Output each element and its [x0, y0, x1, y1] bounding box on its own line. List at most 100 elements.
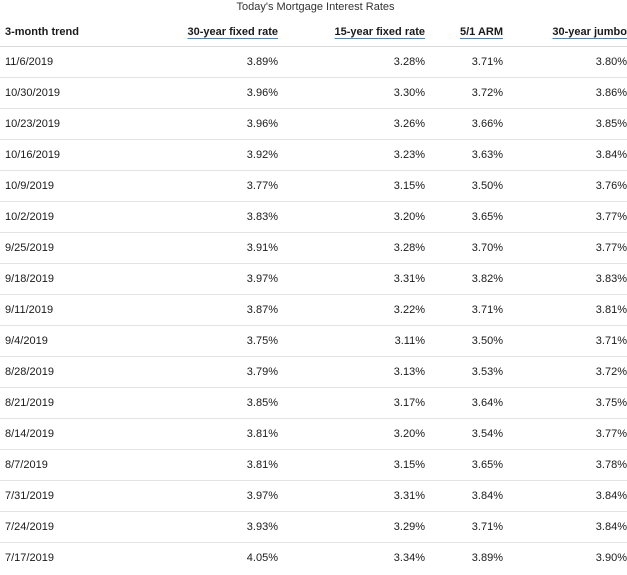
column-header-label: 5/1 ARM	[460, 26, 503, 38]
cell-30-year-jumbo: 3.80%	[503, 46, 627, 78]
cell-5-1-arm: 3.50%	[425, 325, 503, 357]
column-header-30-year-jumbo[interactable]: 30-year jumbo	[503, 18, 627, 47]
cell-15-year-fixed: 3.31%	[278, 480, 425, 512]
cell-30-year-fixed: 3.91%	[115, 232, 278, 264]
table-row: 8/7/2019 3.81% 3.15% 3.65% 3.78%	[0, 449, 627, 481]
column-header-5-1-arm[interactable]: 5/1 ARM	[425, 18, 503, 47]
cell-15-year-fixed: 3.31%	[278, 263, 425, 295]
cell-15-year-fixed: 3.20%	[278, 418, 425, 450]
cell-30-year-jumbo: 3.77%	[503, 418, 627, 450]
cell-30-year-fixed: 3.96%	[115, 77, 278, 109]
table-row: 9/4/2019 3.75% 3.11% 3.50% 3.71%	[0, 325, 627, 357]
table-row: 10/16/2019 3.92% 3.23% 3.63% 3.84%	[0, 139, 627, 171]
table-row: 9/25/2019 3.91% 3.28% 3.70% 3.77%	[0, 232, 627, 264]
cell-date: 10/9/2019	[0, 170, 115, 202]
cell-30-year-fixed: 3.97%	[115, 263, 278, 295]
cell-15-year-fixed: 3.17%	[278, 387, 425, 419]
cell-30-year-fixed: 3.92%	[115, 139, 278, 171]
cell-30-year-jumbo: 3.86%	[503, 77, 627, 109]
cell-5-1-arm: 3.71%	[425, 511, 503, 543]
cell-30-year-fixed: 3.97%	[115, 480, 278, 512]
cell-date: 10/2/2019	[0, 201, 115, 233]
cell-5-1-arm: 3.71%	[425, 46, 503, 78]
cell-15-year-fixed: 3.15%	[278, 170, 425, 202]
cell-date: 9/18/2019	[0, 263, 115, 295]
cell-date: 10/30/2019	[0, 77, 115, 109]
table-row: 10/23/2019 3.96% 3.26% 3.66% 3.85%	[0, 108, 627, 140]
cell-date: 8/14/2019	[0, 418, 115, 450]
cell-30-year-jumbo: 3.78%	[503, 449, 627, 481]
table-row: 7/17/2019 4.05% 3.34% 3.89% 3.90%	[0, 543, 627, 574]
cell-30-year-jumbo: 3.84%	[503, 511, 627, 543]
table-row: 7/31/2019 3.97% 3.31% 3.84% 3.84%	[0, 480, 627, 512]
cell-5-1-arm: 3.66%	[425, 108, 503, 140]
column-header-label: 30-year fixed rate	[187, 26, 279, 38]
cell-15-year-fixed: 3.28%	[278, 46, 425, 78]
cell-date: 7/17/2019	[5, 552, 54, 564]
cell-30-year-jumbo: 3.90%	[595, 552, 627, 564]
cell-30-year-jumbo: 3.77%	[503, 201, 627, 233]
cell-15-year-fixed: 3.30%	[278, 77, 425, 109]
cell-15-year-fixed: 3.15%	[278, 449, 425, 481]
cell-5-1-arm: 3.65%	[425, 449, 503, 481]
table-row: 9/11/2019 3.87% 3.22% 3.71% 3.81%	[0, 294, 627, 326]
cell-date: 9/11/2019	[0, 294, 115, 326]
cell-30-year-fixed: 3.87%	[115, 294, 278, 326]
header-row: 3-month trend 30-year fixed rate 15-year…	[0, 18, 627, 47]
cell-date: 8/7/2019	[0, 449, 115, 481]
cell-30-year-jumbo: 3.84%	[503, 139, 627, 171]
cell-15-year-fixed: 3.20%	[278, 201, 425, 233]
cell-15-year-fixed: 3.23%	[278, 139, 425, 171]
cell-date: 9/4/2019	[0, 325, 115, 357]
table-caption: Today's Mortgage Interest Rates	[236, 1, 395, 13]
cell-5-1-arm: 3.63%	[425, 139, 503, 171]
cell-30-year-jumbo: 3.81%	[503, 294, 627, 326]
cell-30-year-jumbo: 3.71%	[503, 325, 627, 357]
table-row: 8/14/2019 3.81% 3.20% 3.54% 3.77%	[0, 418, 627, 450]
cell-5-1-arm: 3.84%	[425, 480, 503, 512]
cell-15-year-fixed: 3.34%	[393, 552, 425, 564]
cell-30-year-jumbo: 3.72%	[503, 356, 627, 388]
cell-30-year-fixed: 3.81%	[115, 449, 278, 481]
cell-date: 8/21/2019	[0, 387, 115, 419]
table-row: 11/6/2019 3.89% 3.28% 3.71% 3.80%	[0, 46, 627, 78]
cell-30-year-fixed: 3.96%	[115, 108, 278, 140]
table-header: 3-month trend 30-year fixed rate 15-year…	[0, 18, 627, 47]
cell-30-year-jumbo: 3.85%	[503, 108, 627, 140]
cell-30-year-fixed: 4.05%	[246, 552, 278, 564]
table-row: 9/18/2019 3.97% 3.31% 3.82% 3.83%	[0, 263, 627, 295]
cell-date: 9/25/2019	[0, 232, 115, 264]
mortgage-rates-table: 3-month trend 30-year fixed rate 15-year…	[0, 18, 627, 573]
column-header-30-year-fixed-rate[interactable]: 30-year fixed rate	[115, 18, 278, 47]
cell-5-1-arm: 3.71%	[425, 294, 503, 326]
column-header-15-year-fixed-rate[interactable]: 15-year fixed rate	[278, 18, 425, 47]
cell-15-year-fixed: 3.26%	[278, 108, 425, 140]
column-header-label: 30-year jumbo	[552, 26, 627, 38]
cell-15-year-fixed: 3.28%	[278, 232, 425, 264]
cell-30-year-fixed: 3.75%	[115, 325, 278, 357]
cell-30-year-fixed: 3.81%	[115, 418, 278, 450]
column-header-label: 3-month trend	[5, 26, 79, 38]
cell-date: 10/16/2019	[0, 139, 115, 171]
cell-5-1-arm: 3.70%	[425, 232, 503, 264]
cell-30-year-fixed: 3.83%	[115, 201, 278, 233]
cell-date: 7/24/2019	[0, 511, 115, 543]
table-body: 11/6/2019 3.89% 3.28% 3.71% 3.80% 10/30/2019 3…	[0, 46, 627, 574]
cell-30-year-jumbo: 3.83%	[503, 263, 627, 295]
cell-date: 8/28/2019	[0, 356, 115, 388]
table-row: 8/28/2019 3.79% 3.13% 3.53% 3.72%	[0, 356, 627, 388]
column-header-label: 15-year fixed rate	[334, 26, 426, 38]
table-row: 7/24/2019 3.93% 3.29% 3.71% 3.84%	[0, 511, 627, 543]
cell-15-year-fixed: 3.29%	[278, 511, 425, 543]
table-row: 10/9/2019 3.77% 3.15% 3.50% 3.76%	[0, 170, 627, 202]
cell-5-1-arm: 3.54%	[425, 418, 503, 450]
cell-5-1-arm: 3.82%	[425, 263, 503, 295]
cell-30-year-fixed: 3.77%	[115, 170, 278, 202]
cell-date: 10/23/2019	[0, 108, 115, 140]
cell-5-1-arm: 3.64%	[425, 387, 503, 419]
cell-5-1-arm: 3.65%	[425, 201, 503, 233]
cell-5-1-arm: 3.72%	[425, 77, 503, 109]
cell-30-year-jumbo: 3.77%	[503, 232, 627, 264]
table-row: 8/21/2019 3.85% 3.17% 3.64% 3.75%	[0, 387, 627, 419]
cell-30-year-fixed: 3.85%	[115, 387, 278, 419]
